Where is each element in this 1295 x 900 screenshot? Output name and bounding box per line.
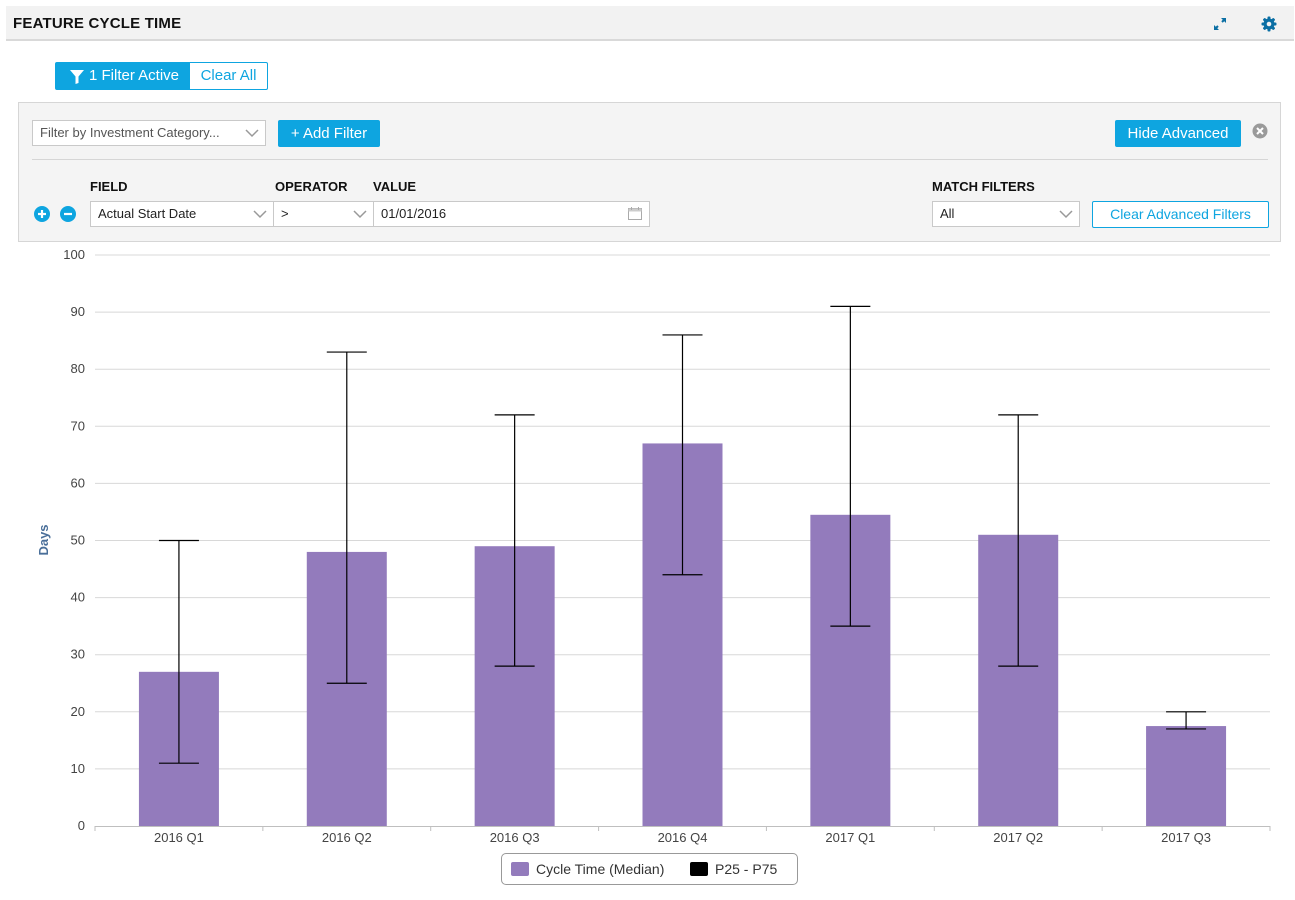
x-tick-label: 2016 Q2 [322,830,372,845]
minus-icon[interactable] [60,206,76,222]
y-tick-label: 10 [71,761,85,776]
y-tick-label: 30 [71,647,85,662]
y-tick-label: 70 [71,418,85,433]
value-date-text: 01/01/2016 [381,206,447,221]
legend-swatch-p25-p75 [690,862,708,876]
page-title: FEATURE CYCLE TIME [13,15,182,32]
clear-all-button[interactable]: Clear All [190,62,268,90]
close-icon[interactable] [1252,123,1268,139]
legend-item-p25-p75[interactable]: P25 - P75 [690,861,777,877]
value-column-label: VALUE [373,179,417,194]
field-column-label: FIELD [90,179,128,194]
error-bar-series [158,305,1207,764]
expand-icon[interactable] [1211,15,1229,33]
x-tick-label: 2016 Q4 [658,830,708,845]
x-axis: 2016 Q1 2016 Q2 2016 Q3 2016 Q4 2017 Q1 2017 … [94,826,1271,845]
operator-select-value: > [281,206,289,221]
chevron-down-icon [353,210,367,219]
plus-icon[interactable] [34,206,50,222]
legend-label-median: Cycle Time (Median) [536,861,665,877]
chevron-down-icon [245,129,259,138]
y-tick-label: 0 [78,818,85,833]
filter-active-button[interactable]: 1 Filter Active [55,62,190,90]
field-select[interactable]: Actual Start Date [90,201,274,227]
y-tick-label: 40 [71,590,85,605]
y-tick-label: 50 [71,533,85,548]
investment-category-select[interactable]: Filter by Investment Category... [32,120,266,146]
y-tick-label: 100 [63,247,85,262]
divider [32,159,1268,160]
chevron-down-icon [253,210,267,219]
field-select-value: Actual Start Date [98,206,197,221]
calendar-icon[interactable] [628,207,642,220]
x-tick-label: 2016 Q1 [154,830,204,845]
investment-category-placeholder: Filter by Investment Category... [40,125,220,140]
advanced-filter-panel: Filter by Investment Category... + Add F… [18,102,1281,242]
x-tick-label: 2017 Q3 [1161,830,1211,845]
y-tick-label: 20 [71,704,85,719]
panel-header: FEATURE CYCLE TIME [6,6,1294,41]
legend-swatch-median [511,862,529,876]
match-filters-select[interactable]: All [932,201,1080,227]
y-axis-title: Days [36,524,51,555]
match-filters-label: MATCH FILTERS [932,179,1035,194]
bar-series [138,443,1227,826]
y-axis-ticks: 0 10 20 30 40 50 60 70 80 90 100 [63,247,85,833]
y-tick-label: 80 [71,361,85,376]
funnel-icon [70,70,84,84]
bar [1146,726,1227,826]
operator-column-label: OPERATOR [275,179,348,194]
hide-advanced-button[interactable]: Hide Advanced [1115,120,1241,147]
filter-active-label: 1 Filter Active [89,67,180,84]
legend-item-median[interactable]: Cycle Time (Median) [511,861,664,877]
y-tick-label: 90 [71,304,85,319]
x-tick-label: 2017 Q2 [993,830,1043,845]
clear-advanced-filters-button[interactable]: Clear Advanced Filters [1092,201,1269,228]
x-tick-label: 2017 Q1 [825,830,875,845]
gear-icon[interactable] [1260,15,1278,33]
add-filter-button[interactable]: + Add Filter [278,120,380,147]
match-filters-value: All [940,206,955,221]
operator-select[interactable]: > [273,201,374,227]
y-tick-label: 60 [71,475,85,490]
chevron-down-icon [1059,210,1073,219]
chart-legend: Cycle Time (Median) P25 - P75 [501,853,798,885]
value-date-input[interactable]: 01/01/2016 [373,201,650,227]
x-tick-label: 2016 Q3 [490,830,540,845]
legend-label-p25-p75: P25 - P75 [715,861,778,877]
